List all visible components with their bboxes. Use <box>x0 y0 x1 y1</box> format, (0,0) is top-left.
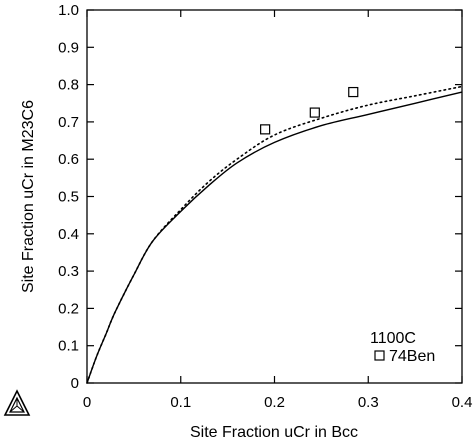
x-tick-label: 0.4 <box>452 394 473 411</box>
axis-ticks <box>86 9 463 384</box>
curves <box>86 85 463 384</box>
y-tick-label: 0.6 <box>58 151 79 168</box>
plot-frame <box>86 9 463 384</box>
data-points <box>260 86 359 135</box>
y-tick-label: 0.1 <box>58 338 79 355</box>
solid-curve <box>86 91 463 384</box>
data-point-square <box>260 124 271 135</box>
x-axis-title: Site Fraction uCr in Bcc <box>190 424 358 440</box>
y-tick-label: 0.4 <box>58 226 79 243</box>
data-point-square <box>348 86 359 98</box>
y-tick-label: 0.5 <box>58 189 79 206</box>
data-point-square <box>309 107 320 118</box>
y-tick-label: 1.0 <box>58 2 79 19</box>
y-tick-label: 0.7 <box>58 114 79 131</box>
legend-label: 74Ben <box>389 348 435 365</box>
y-tick-label: 0.9 <box>58 39 79 56</box>
y-tick-label: 0.3 <box>58 263 79 280</box>
legend-marker-square <box>374 350 385 361</box>
y-tick-label: 0.2 <box>58 300 79 317</box>
x-tick-label: 0.3 <box>358 394 379 411</box>
y-tick-label: 0 <box>71 375 79 392</box>
y-tick-label: 0.8 <box>58 77 79 94</box>
x-tick-label: 0.1 <box>170 394 191 411</box>
y-axis-title: Site Fraction uCr in M23C6 <box>20 100 37 293</box>
axis-tick-labels: 0 0.1 0.2 0.3 0.4 0 0.1 0.2 0.3 0.4 0.5 0.6 0.7 0.8 0.… <box>58 2 472 411</box>
x-tick-label: 0.2 <box>264 394 285 411</box>
thermo-calc-logo <box>3 389 31 416</box>
temperature-annotation: 1100C <box>370 330 416 347</box>
x-tick-label: 0 <box>83 394 91 411</box>
